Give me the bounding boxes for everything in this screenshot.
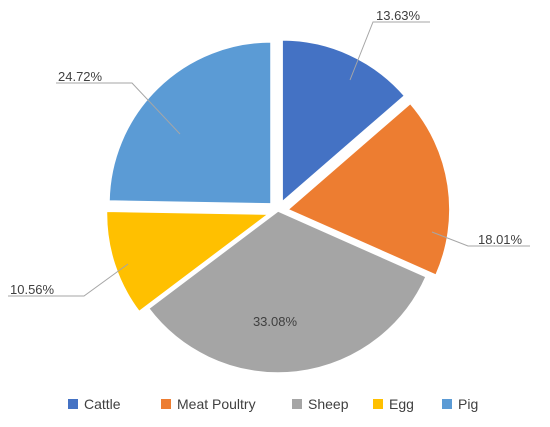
leader-line-meat-poultry: [431, 231, 530, 247]
legend-label-pig: Pig: [458, 396, 478, 412]
legend-swatch-meat-poultry: [161, 399, 171, 409]
legend-swatch-egg: [373, 399, 383, 409]
legend-label-egg: Egg: [389, 396, 414, 412]
pie-slice-meat-poultry: [286, 102, 451, 277]
leader-line-pig: [56, 82, 181, 135]
legend-swatch-pig: [442, 399, 452, 409]
data-label-pig: 24.72%: [58, 69, 103, 84]
leader-line-egg: [8, 263, 129, 297]
legend: Cattle Meat Poultry Sheep Egg Pig: [68, 396, 478, 412]
legend-label-cattle: Cattle: [84, 396, 121, 412]
pie-slice-pig: [108, 41, 272, 205]
legend-label-meat-poultry: Meat Poultry: [177, 396, 256, 412]
pie-slice-cattle: [281, 39, 406, 204]
data-label-cattle: 13.63%: [376, 8, 421, 23]
legend-swatch-cattle: [68, 399, 78, 409]
pie-slice-egg: [105, 210, 271, 313]
data-label-egg: 10.56%: [10, 282, 55, 297]
data-label-sheep: 33.08%: [253, 314, 298, 329]
pie-slice-sheep: [147, 210, 428, 374]
data-label-meat-poultry: 18.01%: [478, 232, 523, 247]
legend-label-sheep: Sheep: [308, 396, 349, 412]
leader-line-cattle: [349, 21, 430, 81]
legend-swatch-sheep: [292, 399, 302, 409]
